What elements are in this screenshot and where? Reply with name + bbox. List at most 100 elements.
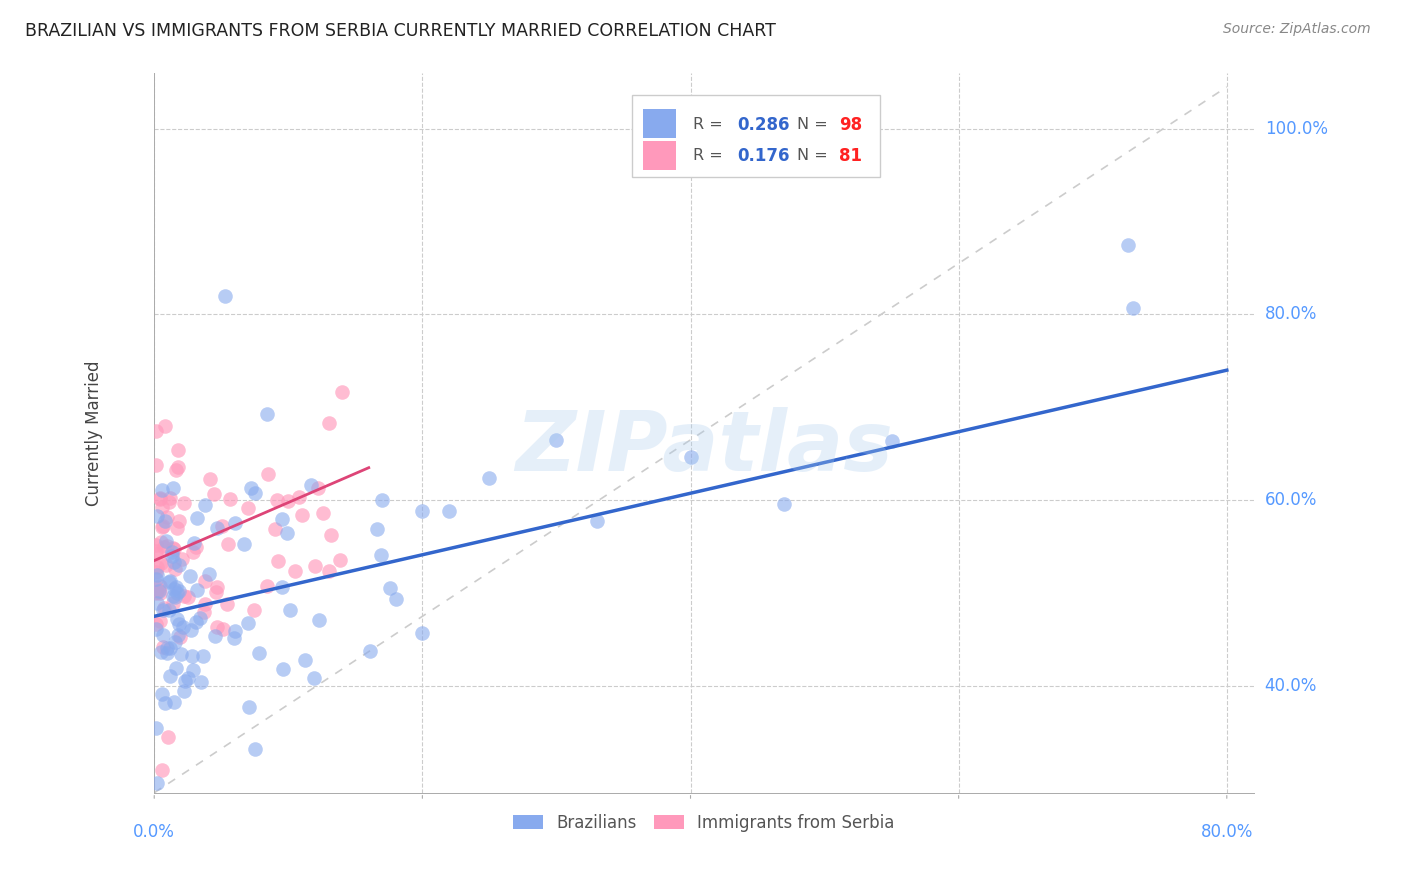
Point	[291, 508, 314, 522]
Point	[145, 547, 167, 561]
Point	[145, 567, 167, 582]
Point	[218, 492, 240, 507]
Point	[145, 581, 167, 595]
Point	[149, 586, 172, 600]
Point	[148, 582, 170, 597]
Point	[181, 648, 204, 663]
Point	[145, 424, 167, 438]
Point	[152, 600, 174, 615]
Point	[163, 591, 186, 605]
Point	[238, 500, 260, 515]
Point	[194, 498, 217, 512]
Text: 40.0%: 40.0%	[1265, 677, 1317, 695]
Point	[224, 624, 246, 638]
Point	[169, 631, 191, 645]
Point	[236, 616, 259, 631]
Point	[773, 496, 796, 510]
Text: 0.176: 0.176	[737, 147, 789, 165]
Point	[222, 631, 245, 645]
Point	[160, 549, 183, 563]
Point	[172, 620, 194, 634]
Point	[166, 521, 188, 535]
Point	[214, 289, 236, 303]
Point	[215, 597, 238, 611]
Point	[145, 544, 167, 558]
Text: BRAZILIAN VS IMMIGRANTS FROM SERBIA CURRENTLY MARRIED CORRELATION CHART: BRAZILIAN VS IMMIGRANTS FROM SERBIA CURR…	[25, 22, 776, 40]
Point	[304, 671, 326, 685]
Point	[159, 491, 181, 505]
Point	[156, 640, 179, 655]
Point	[307, 481, 329, 495]
Point	[188, 610, 211, 624]
Point	[679, 450, 702, 464]
Point	[202, 487, 225, 501]
Point	[145, 458, 167, 473]
Point	[277, 493, 299, 508]
Point	[162, 582, 184, 596]
Text: R =: R =	[693, 118, 723, 132]
Point	[204, 585, 226, 599]
Point	[165, 661, 187, 675]
Point	[177, 591, 200, 605]
Point	[411, 626, 433, 640]
Point	[167, 459, 190, 474]
Point	[411, 504, 433, 518]
Point	[264, 522, 287, 536]
FancyBboxPatch shape	[644, 141, 676, 170]
Point	[160, 545, 183, 559]
Point	[150, 500, 173, 515]
FancyBboxPatch shape	[633, 95, 880, 178]
Legend: Brazilians, Immigrants from Serbia: Brazilians, Immigrants from Serbia	[506, 807, 901, 838]
Point	[149, 579, 172, 593]
Point	[150, 556, 173, 570]
Point	[211, 519, 233, 533]
Point	[156, 646, 179, 660]
Point	[370, 549, 392, 563]
Point	[150, 520, 173, 534]
Point	[149, 492, 172, 507]
Text: 80.0%: 80.0%	[1265, 305, 1317, 324]
Text: 100.0%: 100.0%	[1265, 120, 1327, 137]
Point	[148, 583, 170, 598]
Point	[146, 776, 169, 790]
Point	[193, 648, 215, 663]
Point	[266, 492, 288, 507]
Text: N =: N =	[797, 118, 828, 132]
Point	[162, 590, 184, 604]
Point	[155, 534, 177, 549]
Text: 98: 98	[839, 116, 862, 134]
Point	[173, 590, 195, 604]
Point	[181, 663, 204, 677]
Point	[167, 558, 190, 573]
Point	[294, 653, 316, 667]
Point	[478, 470, 501, 484]
Point	[162, 481, 184, 495]
Point	[169, 514, 191, 528]
Point	[157, 574, 180, 589]
Point	[174, 674, 197, 689]
Point	[159, 669, 181, 683]
Point	[149, 534, 172, 549]
Point	[371, 493, 394, 508]
Point	[146, 509, 169, 524]
Point	[256, 407, 278, 421]
Point	[146, 560, 169, 574]
Point	[166, 586, 188, 600]
Point	[145, 565, 167, 579]
Point	[165, 463, 187, 477]
Point	[380, 581, 402, 595]
Point	[145, 722, 167, 736]
Point	[240, 481, 263, 495]
Point	[179, 569, 201, 583]
Point	[1116, 237, 1139, 252]
Point	[312, 507, 335, 521]
Point	[170, 647, 193, 661]
Point	[247, 646, 270, 660]
Point	[166, 628, 188, 642]
Point	[243, 603, 266, 617]
Point	[238, 699, 260, 714]
Point	[184, 615, 207, 629]
Point	[304, 558, 326, 573]
Point	[150, 483, 173, 497]
Point	[330, 385, 353, 400]
